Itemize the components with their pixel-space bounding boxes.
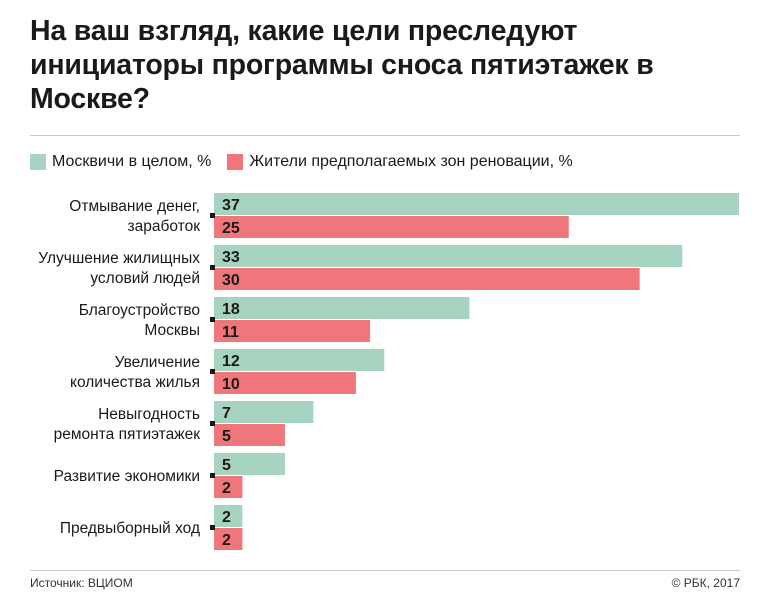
bottom-divider: [30, 570, 740, 571]
category-marker: [210, 317, 215, 322]
data-label: 5: [222, 457, 231, 474]
category-label: Предвыборный ход: [60, 520, 200, 537]
legend-swatch: [30, 154, 46, 170]
bar: [214, 349, 385, 371]
bar: [214, 401, 314, 423]
bar: [214, 297, 470, 319]
bar: [214, 372, 356, 394]
category-marker: [210, 213, 215, 218]
category-marker: [210, 525, 215, 530]
category-label: количества жилья: [70, 374, 200, 391]
category-label: Невыгодность: [98, 406, 200, 423]
legend-label: Москвичи в целом, %: [52, 153, 212, 170]
bar: [214, 320, 371, 342]
legend-label: Жители предполагаемых зон реновации, %: [249, 153, 573, 170]
data-label: 2: [222, 480, 231, 497]
data-label: 10: [222, 376, 240, 393]
bar: [214, 505, 243, 527]
legend-item-series2: Жители предполагаемых зон реновации, %: [227, 153, 573, 171]
data-label: 37: [222, 197, 240, 214]
data-label: 25: [222, 220, 240, 237]
top-divider: [30, 135, 740, 136]
data-label: 5: [222, 428, 231, 445]
category-label: Развитие экономики: [54, 468, 200, 485]
legend-swatch: [227, 154, 244, 170]
category-marker: [210, 265, 215, 270]
bar: [214, 268, 640, 290]
data-label: 30: [222, 272, 240, 289]
copyright: © РБК, 2017: [671, 576, 740, 590]
category-label: Благоустройство: [79, 302, 200, 319]
data-label: 2: [222, 509, 231, 526]
category-label: Улучшение жилищных: [38, 250, 200, 267]
bar: [214, 193, 739, 215]
data-label: 33: [222, 249, 240, 266]
bar: [214, 453, 285, 475]
data-label: 7: [222, 405, 231, 422]
bar: [214, 528, 243, 550]
chart-title: На ваш взгляд, какие цели преследуют ини…: [30, 15, 654, 115]
bar: [214, 245, 683, 267]
category-marker: [210, 421, 215, 426]
data-label: 18: [222, 301, 240, 318]
category-label: заработок: [128, 218, 201, 235]
category-label: Увеличение: [115, 354, 200, 371]
bar: [214, 476, 243, 498]
category-label: условий людей: [90, 270, 200, 287]
category-label: Москвы: [144, 322, 200, 339]
bar: [214, 216, 569, 238]
data-label: 12: [222, 353, 240, 370]
data-label: 2: [222, 532, 231, 549]
category-marker: [210, 473, 215, 478]
category-label: ремонта пятиэтажек: [54, 426, 201, 443]
bar: [214, 424, 285, 446]
legend-item-series1: Москвичи в целом, %: [30, 153, 211, 171]
category-label: Отмывание денег,: [69, 198, 200, 215]
category-marker: [210, 369, 215, 374]
data-label: 11: [222, 324, 239, 341]
source-note: Источник: ВЦИОМ: [30, 576, 133, 590]
legend: Москвичи в целом, % Жители предполагаемы…: [30, 153, 589, 171]
